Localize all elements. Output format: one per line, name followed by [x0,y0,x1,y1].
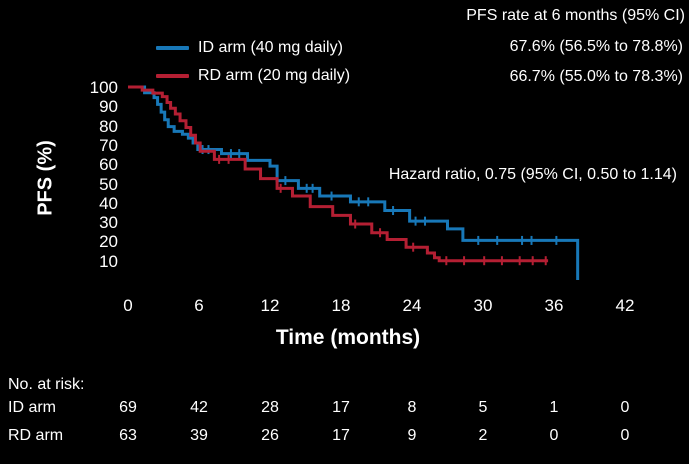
risk-row-rd-arm: RD arm 63 39 26 17 9 2 0 0 [0,427,689,445]
y-tick-label: 60 [99,155,118,175]
x-tick-label: 12 [260,296,280,315]
y-axis-label: PFS (%) [34,140,57,216]
rate-title: PFS rate at 6 months (95% CI) [466,7,685,24]
y-tick-label: 50 [99,174,118,194]
y-tick-label: 70 [99,135,118,155]
hazard-ratio-annotation: Hazard ratio, 0.75 (95% CI, 0.50 to 1.14… [388,166,677,183]
risk-count: 39 [190,427,208,444]
y-tick-label: 90 [99,97,118,117]
risk-count: 0 [620,427,630,444]
risk-count: 9 [407,427,417,444]
x-axis-label: Time (months) [275,326,421,349]
risk-count: 1 [549,399,559,416]
risk-count: 17 [332,427,350,444]
risk-count: 17 [332,399,350,416]
x-tick-label: 42 [615,296,635,315]
x-tick-label: 18 [331,296,351,315]
legend-label-id-arm: ID arm (40 mg daily) [198,39,343,56]
legend-label-rd-arm: RD arm (20 mg daily) [198,67,351,84]
risk-count: 2 [478,427,488,444]
x-tick-label: 6 [194,296,204,315]
rd-arm-line-swatch [156,74,189,78]
x-tick-label: 36 [544,296,564,315]
id-arm-rate-value: 67.6% (56.5% to 78.8%) [509,38,683,55]
y-tick-label: 30 [99,213,118,233]
risk-count: 42 [190,399,208,416]
risk-row-label-id-arm: ID arm [8,399,56,416]
y-tick-label: 40 [99,193,118,213]
y-tick-label: 80 [99,116,118,136]
risk-count: 8 [407,399,417,416]
risk-row-id-arm: ID arm 69 42 28 17 8 5 1 0 [0,399,689,417]
y-tick-label: 10 [99,251,118,271]
id-arm-line-swatch [156,46,189,50]
risk-count: 28 [261,399,279,416]
y-tick-label: 20 [99,232,118,252]
risk-count: 26 [261,427,279,444]
risk-table-title: No. at risk: [8,376,85,393]
risk-count: 63 [119,427,137,444]
x-tick-label: 30 [473,296,493,315]
rd-arm-rate-value: 66.7% (55.0% to 78.3%) [509,68,683,85]
x-tick-label: 0 [123,296,133,315]
risk-count: 0 [620,399,630,416]
risk-count: 69 [119,399,137,416]
x-tick-label: 24 [402,296,422,315]
risk-count: 0 [549,427,559,444]
risk-count: 5 [478,399,488,416]
km-curve [128,85,549,263]
risk-row-label-rd-arm: RD arm [8,427,64,444]
y-tick-label: 100 [89,78,118,97]
